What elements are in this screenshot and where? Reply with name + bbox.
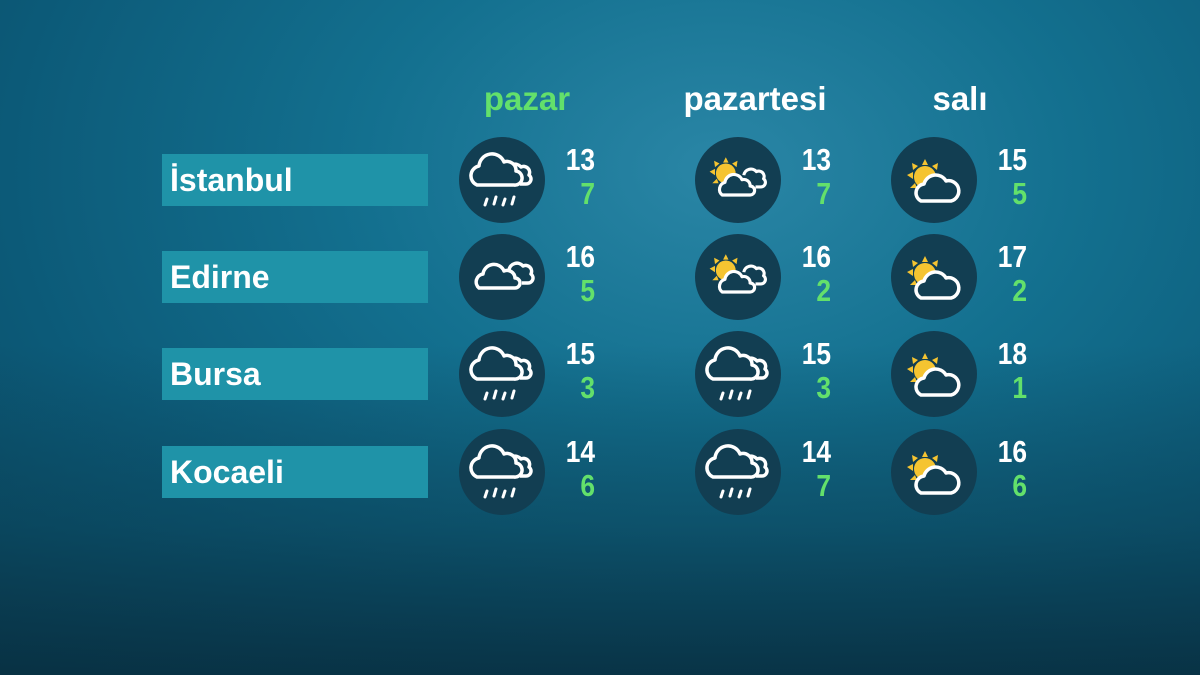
high-temp: 13 [801,142,831,177]
partly-cloudy-icon [709,157,767,197]
weather-icon-circle [891,331,977,417]
weather-icon-circle [891,234,977,320]
high-temp: 14 [565,434,595,469]
low-temp: 2 [816,273,831,308]
weather-icon-circle [459,429,545,515]
weather-icon-circle [891,137,977,223]
city-label: İstanbul [162,154,428,206]
low-temp: 7 [816,176,831,211]
partly-cloudy-icon [709,254,767,294]
high-temp: 17 [997,239,1027,274]
sun-cloud-icon [907,159,961,203]
low-temp: 5 [1012,176,1027,211]
sun-cloud-icon [907,353,961,397]
high-temp: 16 [997,434,1027,469]
rain-icon [469,444,533,499]
high-temp: 16 [565,239,595,274]
low-temp: 5 [580,273,595,308]
rain-icon [705,346,769,401]
day-header-0: pazar [483,80,571,117]
high-temp: 14 [801,434,831,469]
sun-cloud-icon [907,451,961,495]
day-header-1: pazartesi [683,80,827,117]
low-temp: 1 [1012,370,1027,405]
rain-icon [705,444,769,499]
low-temp: 6 [580,468,595,503]
city-label: Bursa [162,348,428,400]
high-temp: 18 [997,336,1027,371]
rain-icon [469,152,533,207]
weather-icon-circle [695,429,781,515]
weather-icon-circle [695,137,781,223]
high-temp: 13 [565,142,595,177]
weather-icon-circle [459,137,545,223]
high-temp: 15 [997,142,1027,177]
low-temp: 2 [1012,273,1027,308]
weather-icon-circle [459,331,545,417]
city-label: Edirne [162,251,428,303]
low-temp: 6 [1012,468,1027,503]
weather-icon-circle [459,234,545,320]
day-header-2: salı [932,80,988,117]
weather-icon-circle [891,429,977,515]
low-temp: 7 [816,468,831,503]
weather-icon-circle [695,331,781,417]
high-temp: 15 [565,336,595,371]
low-temp: 3 [580,370,595,405]
sun-cloud-icon [907,256,961,300]
city-label: Kocaeli [162,446,428,498]
background-trees [0,345,1200,675]
cloudy-icon [474,261,535,290]
weather-icon-circle [695,234,781,320]
low-temp: 7 [580,176,595,211]
rain-icon [469,346,533,401]
low-temp: 3 [816,370,831,405]
high-temp: 16 [801,239,831,274]
high-temp: 15 [801,336,831,371]
